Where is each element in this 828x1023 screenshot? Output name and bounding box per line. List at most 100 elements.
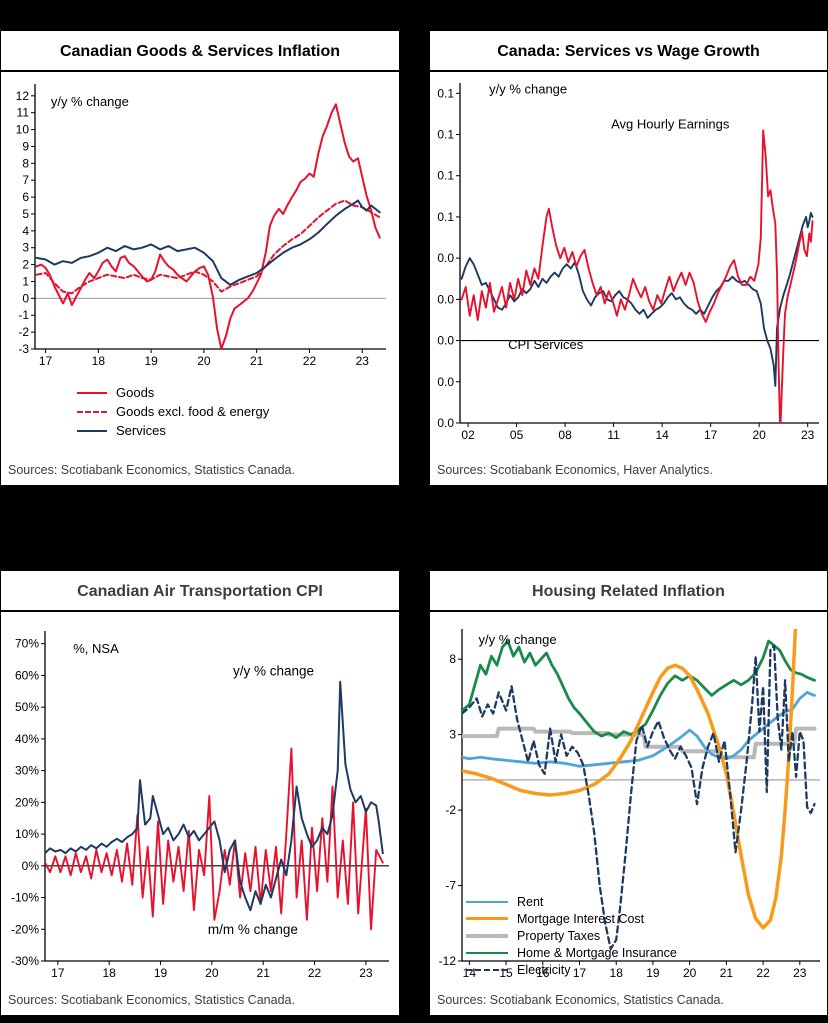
svg-text:-7: -7: [445, 879, 456, 893]
svg-text:y/y % change: y/y % change: [479, 632, 557, 647]
svg-text:%, NSA: %, NSA: [73, 641, 119, 656]
legend-label: Services: [116, 423, 166, 438]
svg-text:9: 9: [22, 139, 29, 153]
services-wage-line-chart: 0.1 0.1 0.1 0.1 0.0 0.0 0.0 0.0 0.0 02 05 08 11 14 17 2…: [437, 81, 819, 442]
svg-text:10%: 10%: [15, 827, 39, 841]
svg-text:-10%: -10%: [11, 891, 39, 905]
svg-text:y/y % change: y/y % change: [489, 81, 567, 96]
svg-text:3: 3: [22, 241, 29, 255]
legend-swatch: [466, 917, 508, 920]
legend-label: Home & Mortgage Insurance: [517, 945, 677, 960]
legend-item: Property Taxes: [466, 927, 677, 944]
svg-text:23: 23: [356, 354, 370, 368]
svg-text:18: 18: [102, 966, 116, 980]
legend-swatch: [77, 429, 107, 432]
svg-text:0.0: 0.0: [437, 375, 454, 389]
legend-label: Rent: [517, 894, 544, 909]
svg-text:22: 22: [308, 966, 322, 980]
svg-text:20: 20: [205, 966, 219, 980]
svg-text:22: 22: [756, 966, 770, 980]
legend-item: Home & Mortgage Insurance: [466, 944, 677, 961]
svg-text:Avg Hourly Earnings: Avg Hourly Earnings: [611, 116, 730, 131]
svg-text:0.1: 0.1: [437, 210, 454, 224]
svg-text:2: 2: [22, 258, 29, 272]
legend-swatch: [466, 951, 508, 954]
legend-swatch: [466, 968, 508, 971]
svg-text:70%: 70%: [15, 637, 39, 651]
svg-text:3: 3: [449, 728, 456, 742]
svg-text:19: 19: [154, 966, 168, 980]
svg-text:19: 19: [646, 966, 660, 980]
svg-text:23: 23: [793, 966, 807, 980]
svg-text:02: 02: [461, 428, 475, 442]
svg-text:21: 21: [257, 966, 271, 980]
chart-panel-air-transportation-cpi: Canadian Air Transportation CPI 70% 60% 50…: [0, 570, 400, 1016]
svg-text:m/m % change: m/m % change: [208, 922, 298, 937]
svg-text:0: 0: [22, 291, 29, 305]
svg-text:60%: 60%: [15, 668, 39, 682]
legend-label: Mortgage Interest Cost: [517, 911, 645, 926]
chart-title: Canadian Air Transportation CPI: [1, 571, 399, 612]
legend-item: Goods excl. food & energy: [77, 402, 269, 421]
svg-text:y/y % change: y/y % change: [51, 94, 129, 109]
svg-text:0.1: 0.1: [437, 169, 454, 183]
svg-text:11: 11: [17, 106, 30, 120]
svg-text:50%: 50%: [15, 700, 39, 714]
sources-note: Sources: Scotiabank Economics, Haver Ana…: [437, 463, 713, 477]
chart-title: Housing Related Inflation: [430, 571, 827, 612]
svg-text:22: 22: [303, 354, 317, 368]
svg-text:8: 8: [22, 156, 29, 170]
chart-legend: Goods Goods excl. food & energy Services: [77, 383, 269, 440]
legend-item: Goods: [77, 383, 269, 402]
svg-text:20: 20: [683, 966, 697, 980]
svg-text:12: 12: [16, 89, 30, 103]
chart-panel-services-vs-wage-growth: Canada: Services vs Wage Growth 0.1 0.1 0.…: [429, 30, 828, 486]
svg-text:1: 1: [22, 274, 29, 288]
svg-text:6: 6: [22, 190, 29, 204]
svg-text:10: 10: [16, 123, 30, 137]
svg-text:5: 5: [22, 207, 29, 221]
svg-text:4: 4: [22, 224, 29, 238]
svg-text:20%: 20%: [15, 795, 39, 809]
legend-swatch: [466, 933, 508, 938]
legend-item: Mortgage Interest Cost: [466, 910, 677, 927]
svg-text:17: 17: [51, 966, 65, 980]
svg-text:23: 23: [359, 966, 373, 980]
sources-note: Sources: Scotiabank Economics, Statistic…: [437, 993, 724, 1007]
svg-text:-2: -2: [445, 803, 456, 817]
legend-swatch: [466, 900, 508, 903]
svg-text:40%: 40%: [15, 732, 39, 746]
svg-text:17: 17: [704, 428, 718, 442]
svg-text:y/y % change: y/y % change: [233, 663, 314, 678]
svg-text:18: 18: [92, 354, 106, 368]
chart-legend: Rent Mortgage Interest Cost Property Taxes…: [466, 893, 677, 978]
svg-text:21: 21: [250, 354, 264, 368]
svg-text:17: 17: [573, 966, 587, 980]
svg-text:8: 8: [449, 652, 456, 666]
chart-title: Canadian Goods & Services Inflation: [1, 31, 399, 72]
svg-text:-3: -3: [18, 342, 29, 356]
legend-item: Electricity: [466, 961, 677, 978]
svg-text:-20%: -20%: [11, 922, 39, 936]
legend-label: Electricity: [517, 962, 571, 977]
svg-text:-1: -1: [18, 308, 29, 322]
chart-panel-goods-services-inflation: Canadian Goods & Services Inflation 12 11…: [0, 30, 400, 486]
svg-text:7: 7: [22, 173, 29, 187]
sources-note: Sources: Scotiabank Economics, Statistic…: [8, 993, 295, 1007]
svg-text:08: 08: [558, 428, 572, 442]
legend-item: Services: [77, 421, 269, 440]
chart-panel-housing-related-inflation: Housing Related Inflation 8 3 -2 -7 -12 14 15 1…: [429, 570, 828, 1016]
chart-title: Canada: Services vs Wage Growth: [430, 31, 827, 72]
svg-text:0.0: 0.0: [437, 334, 454, 348]
svg-text:-30%: -30%: [11, 954, 39, 968]
legend-label: Goods excl. food & energy: [116, 404, 270, 419]
svg-text:05: 05: [510, 428, 524, 442]
svg-text:0.0: 0.0: [437, 251, 454, 265]
svg-text:CPI Services: CPI Services: [508, 337, 584, 352]
svg-text:16: 16: [536, 966, 550, 980]
svg-text:0.1: 0.1: [437, 86, 454, 100]
svg-text:30%: 30%: [15, 764, 39, 778]
